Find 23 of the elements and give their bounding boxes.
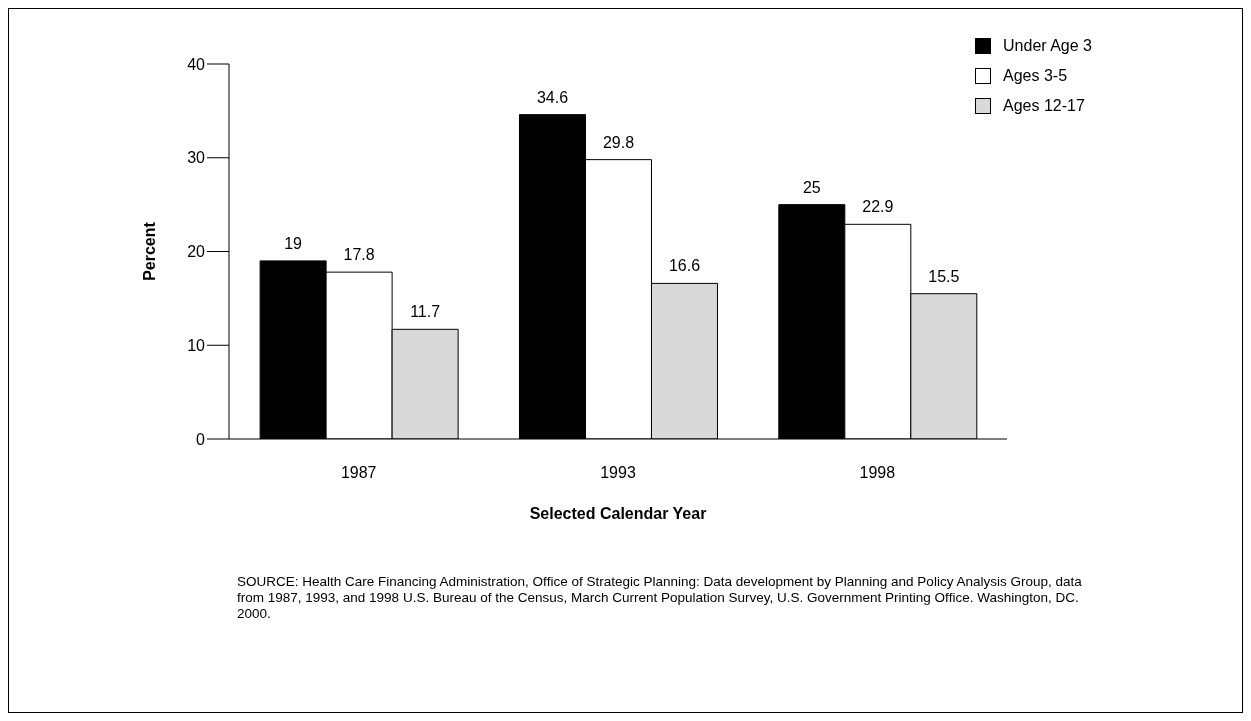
data-label: 19 xyxy=(284,234,303,252)
source-note: SOURCE: Health Care Financing Administration, Office of Strategic Planning: Data development by Planning and Policy Analysis Group, data from 1987, 1993, and 1998 U.S. Bureau of the Census, March Current Population Survey, U.S. Government Printing Office. Washington, DC. 2000. xyxy=(237,574,1083,622)
y-tick-label: 40 xyxy=(187,55,206,73)
data-label: 34.6 xyxy=(536,88,569,106)
x-tick-label: 1998 xyxy=(859,464,896,482)
legend-label: Ages 3-5 xyxy=(1003,66,1068,86)
data-label: 22.9 xyxy=(862,198,894,216)
y-tick-label: 20 xyxy=(187,243,206,261)
data-label: 15.5 xyxy=(928,267,960,285)
y-tick-label: 0 xyxy=(196,430,206,448)
legend-label: Ages 12-17 xyxy=(1003,96,1085,116)
x-axis-title: Selected Calendar Year xyxy=(529,505,707,522)
data-label: 29.8 xyxy=(602,133,635,151)
legend-label: Under Age 3 xyxy=(1003,36,1092,56)
x-tick-label: 1993 xyxy=(600,464,636,482)
y-tick-label: 30 xyxy=(187,149,206,167)
data-label: 11.7 xyxy=(410,303,441,321)
y-tick-label: 10 xyxy=(187,336,206,354)
y-axis-title: Percent xyxy=(140,221,158,281)
x-tick-label: 1987 xyxy=(340,464,377,482)
data-label: 17.8 xyxy=(343,246,375,264)
data-label: 16.6 xyxy=(668,257,701,275)
data-label: 25 xyxy=(802,178,821,196)
